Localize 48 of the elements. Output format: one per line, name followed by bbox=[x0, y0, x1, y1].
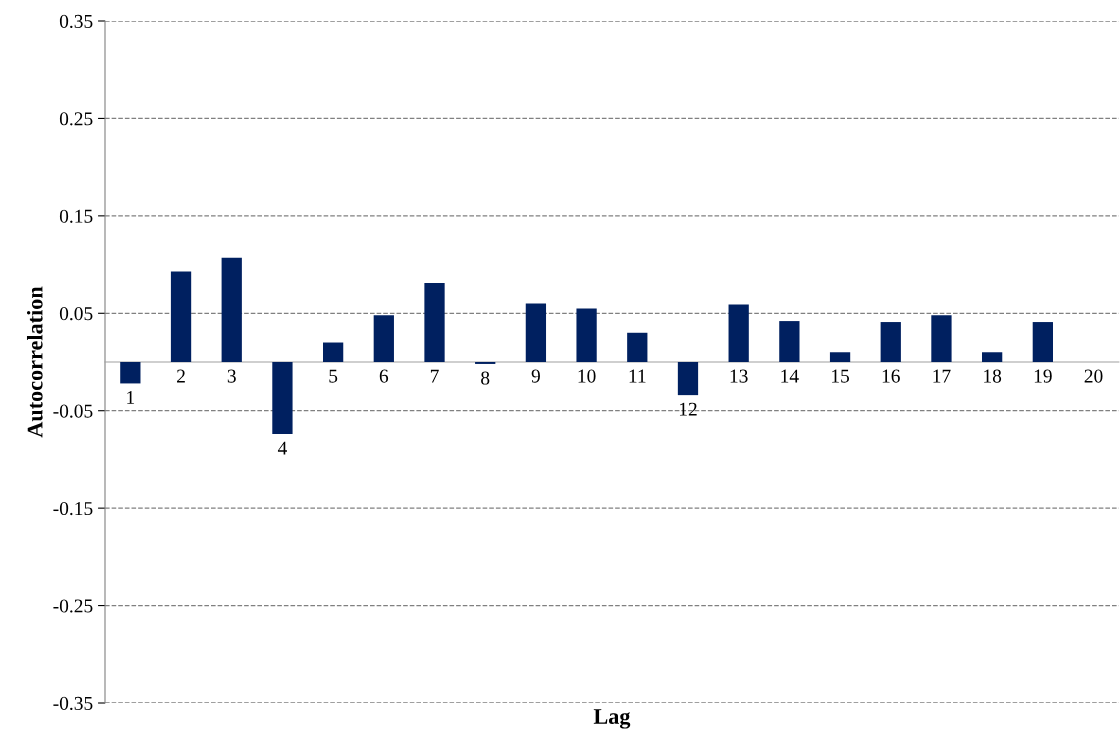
x-tick-label: 14 bbox=[781, 369, 799, 383]
y-tick-label: 0.05 bbox=[59, 307, 93, 321]
bar bbox=[728, 304, 749, 362]
bar bbox=[627, 332, 648, 362]
bar bbox=[120, 362, 141, 384]
y-tick-label: -0.35 bbox=[53, 696, 93, 711]
bar bbox=[221, 257, 242, 362]
x-tick-label: 10 bbox=[578, 369, 596, 383]
x-tick-label: 20 bbox=[1084, 369, 1103, 383]
x-tick-label: 7 bbox=[430, 369, 439, 383]
x-tick-label: 15 bbox=[832, 369, 850, 383]
x-axis-title: Lag bbox=[593, 709, 631, 729]
bar bbox=[525, 303, 547, 362]
bar bbox=[170, 271, 192, 362]
y-tick-label: -0.05 bbox=[53, 404, 93, 418]
bar bbox=[779, 321, 800, 362]
y-tick-label: 0.35 bbox=[59, 14, 93, 29]
x-tick-label: 13 bbox=[730, 369, 748, 383]
bar bbox=[829, 352, 851, 362]
x-tick-label: 17 bbox=[933, 369, 951, 383]
x-tick-label: 18 bbox=[984, 369, 1002, 383]
x-tick-label: 6 bbox=[379, 369, 389, 383]
bar bbox=[677, 362, 699, 396]
x-tick-label: 9 bbox=[531, 369, 540, 383]
y-tick-label: -0.25 bbox=[53, 599, 93, 613]
bar bbox=[322, 342, 344, 362]
bar bbox=[576, 308, 597, 362]
x-tick-label: 12 bbox=[679, 402, 697, 416]
x-tick-label: 5 bbox=[329, 369, 338, 383]
x-tick-label: 11 bbox=[629, 369, 646, 383]
bar bbox=[272, 362, 293, 435]
bar bbox=[880, 322, 901, 362]
x-tick-label: 19 bbox=[1034, 369, 1052, 383]
x-tick-label: 1 bbox=[127, 391, 135, 404]
x-tick-label: 2 bbox=[177, 369, 185, 383]
bar bbox=[373, 315, 394, 362]
y-tick-label: 0.15 bbox=[59, 209, 93, 223]
x-tick-label: 4 bbox=[277, 441, 287, 455]
bar bbox=[982, 352, 1003, 362]
y-tick-label: -0.15 bbox=[53, 501, 93, 516]
y-tick-label: 0.25 bbox=[59, 112, 93, 126]
bar bbox=[424, 283, 445, 362]
x-tick-label: 3 bbox=[227, 369, 236, 383]
bar bbox=[1032, 322, 1053, 362]
x-tick-label: 16 bbox=[882, 369, 900, 383]
y-axis-title: Autocorrelation bbox=[26, 286, 43, 438]
bar bbox=[931, 315, 952, 362]
x-tick-label: 8 bbox=[481, 371, 490, 385]
